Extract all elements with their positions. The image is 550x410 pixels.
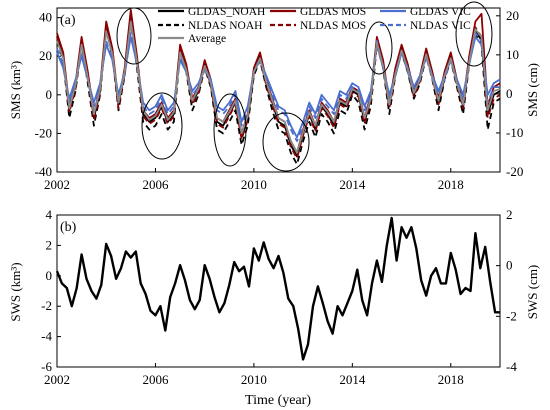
x-tick-label: 2006 [142,372,169,387]
annotation-ellipse [262,112,310,172]
y-tick-label: 20 [39,48,52,63]
annotation-ellipse [116,7,152,65]
series-line-nldas-mos [56,14,501,160]
x-tick-label: 2018 [438,177,464,192]
y-tick-label: 4 [46,207,53,222]
x-tick-label: 2014 [339,372,366,387]
annotation-ellipse [141,92,183,160]
x-axis-title: Time (year) [245,393,311,408]
panel-b-frame [56,214,501,368]
legend-label: GLDAS VIC [410,6,471,18]
legend-label: Average [188,33,226,45]
panel-b-series [55,216,500,361]
annotation-ellipse [455,1,493,67]
panel-a-label: (a) [60,13,76,28]
panel-a-y-label: SMS (km³) [8,61,23,119]
x-tick-label: 2018 [438,372,464,387]
panel-a: 2002 2006 2010 2014 2018 -40 -20 0 20 40 -20 -10 0 10… [8,1,540,192]
y-tick-label: 40 [39,10,52,25]
legend: GLDAS_NOAH GLDAS MOS GLDAS VIC NLDAS NOAH NL… [158,6,471,45]
y-tick-label: -40 [35,164,52,179]
legend-label: NLDAS NOAH [188,20,262,32]
y-tick-label-right: 20 [506,8,519,23]
y-tick-label-right: 2 [506,207,513,222]
series-line-nldas-vic [56,32,500,143]
panel-a-axes: 2002 2006 2010 2014 2018 -40 -20 0 20 40 -20 -10 0 10… [35,8,524,192]
annotation-ellipse [213,93,247,167]
y-tick-label: -4 [41,329,52,344]
legend-label: NLDAS MOS [300,20,366,32]
y-tick-label: 0 [46,268,53,283]
y-tick-label-right: 0 [506,86,513,101]
x-tick-label: 2002 [44,177,70,192]
panel-b-label: (b) [60,220,77,235]
panel-a-frame [56,7,501,173]
x-tick-label: 2010 [241,177,267,192]
legend-label: NLDAS VIC [410,20,471,32]
panel-b-axes: 2002 2006 2010 2014 2018 -6 -4 -2 0 2 4 -4 -2 0 2 [41,207,517,387]
series-line-sws [55,216,500,361]
series-line-nldas-noah [56,20,501,166]
y-tick-label-right: -4 [506,359,517,374]
y-tick-label: 2 [46,237,53,252]
panel-a-annotations [116,1,493,172]
x-tick-label: 2014 [339,177,366,192]
y-tick-label-right: -10 [506,125,523,140]
panel-a-y-label-right: SMS (cm) [525,63,540,117]
y-tick-label-right: 0 [506,258,513,273]
panel-a-series [56,8,501,166]
y-tick-label-right: -20 [506,164,523,179]
x-tick-label: 2006 [142,177,169,192]
panel-b-y-label: SWS (km³) [8,262,23,321]
annotation-ellipse [365,21,393,75]
y-tick-label: -20 [35,125,52,140]
y-tick-label-right: -2 [506,308,517,323]
series-line-average [56,20,501,154]
y-tick-label: -6 [41,359,52,374]
y-tick-label-right: 10 [506,47,519,62]
x-tick-label: 2002 [44,372,70,387]
panel-b-y-label-right: SWS (cm) [525,265,540,320]
series-line-gldas-noah [56,16,501,158]
y-tick-label: -2 [41,298,52,313]
y-tick-label: 0 [46,87,53,102]
legend-label: GLDAS MOS [300,6,366,18]
x-tick-label: 2010 [241,372,267,387]
legend-label: GLDAS_NOAH [188,6,265,18]
